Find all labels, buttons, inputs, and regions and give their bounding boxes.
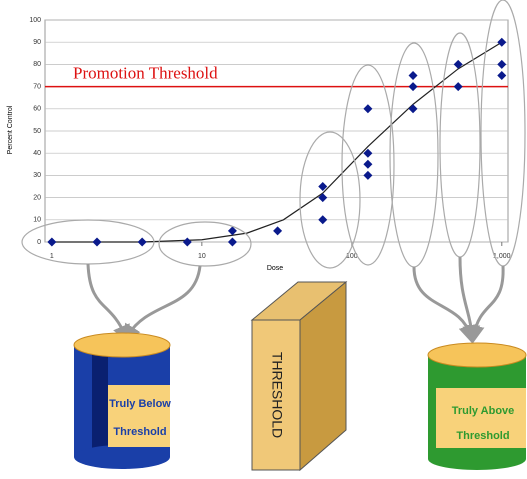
- y-tick-label: 30: [33, 172, 41, 179]
- point: [497, 38, 506, 47]
- can-label: Truly Below: [109, 398, 171, 410]
- ellipse: [300, 132, 360, 268]
- point: [138, 238, 147, 247]
- y-tick-label: 10: [33, 217, 41, 224]
- point: [409, 104, 418, 113]
- above-can: Truly Above Threshold: [428, 343, 526, 470]
- y-tick-label: 80: [33, 61, 41, 68]
- x-tick-label: 10: [198, 253, 206, 260]
- can-label: Threshold: [113, 426, 166, 438]
- y-tick-label: 60: [33, 106, 41, 113]
- plot: Promotion Threshold: [45, 38, 508, 247]
- point: [409, 71, 418, 80]
- y-tick-label: 20: [33, 194, 41, 201]
- threshold-box: THRESHOLD: [252, 282, 346, 470]
- can-label: Threshold: [456, 430, 509, 442]
- y-tick-label: 50: [33, 128, 41, 135]
- y-tick-label: 70: [33, 83, 41, 90]
- y-axis-label: Percent Control: [7, 105, 14, 154]
- groupings: [22, 0, 525, 268]
- point: [318, 193, 327, 202]
- y-tick-label: 40: [33, 150, 41, 157]
- threshold-label: Promotion Threshold: [73, 64, 218, 83]
- x-axis-label: Dose: [267, 265, 283, 272]
- arrow: [128, 266, 200, 335]
- arrow: [474, 266, 503, 335]
- point: [363, 171, 372, 180]
- y-tick-label: 100: [29, 17, 41, 24]
- point: [454, 82, 463, 91]
- y-tick-label: 90: [33, 39, 41, 46]
- point: [93, 238, 102, 247]
- x-tick-label: 1: [50, 253, 54, 260]
- point: [318, 215, 327, 224]
- y-tick-label: 0: [37, 239, 41, 246]
- below-can: Truly Below Threshold: [74, 333, 171, 469]
- point: [183, 238, 192, 247]
- chart: 01020304050607080901001101001,000 Promot…: [0, 0, 527, 474]
- point: [497, 71, 506, 80]
- point: [497, 60, 506, 69]
- arrow: [88, 264, 125, 335]
- point: [409, 82, 418, 91]
- point: [363, 160, 372, 169]
- can-label: Truly Above: [452, 405, 515, 417]
- box-label: THRESHOLD: [269, 352, 285, 438]
- point: [363, 104, 372, 113]
- point: [228, 238, 237, 247]
- point: [47, 238, 56, 247]
- point: [273, 226, 282, 235]
